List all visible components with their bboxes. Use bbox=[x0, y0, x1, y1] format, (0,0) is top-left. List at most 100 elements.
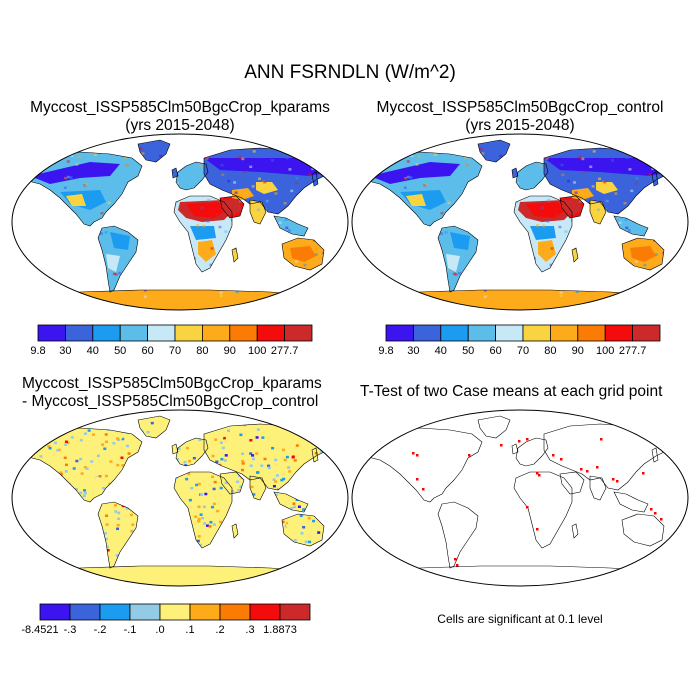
colorbar-tick-label: .2 bbox=[215, 624, 224, 636]
colorbar-box bbox=[284, 324, 313, 342]
colorbar-tick-label: .1 bbox=[185, 624, 194, 636]
field-patch bbox=[30, 162, 120, 184]
colorbar-tick-label: 277.7 bbox=[271, 345, 299, 357]
land-field bbox=[12, 415, 348, 586]
field-patch bbox=[450, 232, 470, 250]
colorbar-tick-label: -8.4521 bbox=[21, 624, 58, 636]
coastline bbox=[281, 237, 325, 271]
colorbar-box bbox=[39, 603, 71, 621]
coastline bbox=[175, 437, 209, 467]
significant-cell bbox=[600, 438, 603, 441]
significant-cell bbox=[612, 478, 615, 481]
colorbar-control: 9.8 30 40 50 60 70 80 90 100 277.7 bbox=[378, 324, 661, 357]
significant-cell bbox=[676, 446, 679, 449]
colorbar-box bbox=[147, 324, 176, 342]
land-asia bbox=[204, 424, 332, 490]
significant-cell bbox=[526, 506, 529, 509]
coastline bbox=[515, 437, 549, 467]
coastline bbox=[281, 513, 325, 547]
significant-cell bbox=[526, 438, 529, 441]
land-australia bbox=[282, 514, 324, 546]
land-nz bbox=[666, 266, 672, 278]
coastline bbox=[511, 443, 519, 455]
coastline bbox=[651, 447, 659, 463]
colorbar-tick-label: 9.8 bbox=[378, 345, 393, 357]
coastline bbox=[97, 225, 139, 293]
colorbar-box bbox=[229, 324, 258, 342]
colorbar-tick-label: 90 bbox=[224, 345, 236, 357]
colorbar-tick-label: 40 bbox=[87, 345, 99, 357]
land-india bbox=[250, 200, 266, 224]
coastline bbox=[559, 195, 585, 219]
significant-cell bbox=[422, 488, 425, 491]
coastline bbox=[511, 167, 519, 179]
colorbar-tick-label: 70 bbox=[169, 345, 181, 357]
field-noise bbox=[31, 146, 333, 299]
colorbar-box bbox=[279, 603, 311, 621]
significant-cell bbox=[642, 472, 645, 475]
colorbar-kparams: 9.8 30 40 50 60 70 80 90 100 277.7 bbox=[30, 324, 313, 357]
colorbar-tick-label: 50 bbox=[114, 345, 126, 357]
field-patch bbox=[630, 246, 656, 262]
colorbar-box bbox=[99, 603, 131, 621]
coastline bbox=[621, 237, 665, 271]
coastline bbox=[97, 501, 139, 569]
coastline bbox=[352, 289, 688, 310]
colorbar-box bbox=[119, 324, 148, 342]
colorbar-tick-label: -.2 bbox=[94, 624, 107, 636]
colorbar-tick-label: 90 bbox=[572, 345, 584, 357]
coastline bbox=[325, 541, 333, 555]
panel-title-line1: Myccost_ISSP585Clm50BgcCrop_kparams bbox=[22, 375, 322, 392]
field-patch bbox=[572, 188, 594, 200]
colorbar-tick-label: 30 bbox=[59, 345, 71, 357]
map-ttest bbox=[351, 409, 689, 587]
coastline bbox=[273, 215, 309, 237]
colorbar-tick-label: 80 bbox=[196, 345, 208, 357]
coastline bbox=[173, 195, 233, 273]
colorbar-box bbox=[522, 324, 551, 342]
coastline bbox=[27, 427, 143, 503]
map-frame bbox=[351, 133, 689, 311]
map-kparams bbox=[11, 133, 349, 311]
coastline bbox=[231, 523, 239, 539]
map-frame bbox=[351, 409, 689, 587]
colorbar-tick-label: 1.8873 bbox=[263, 624, 297, 636]
colorbar-box bbox=[64, 324, 94, 342]
coastline bbox=[249, 475, 267, 501]
coastline bbox=[437, 225, 479, 293]
colorbar-tick-label: 80 bbox=[544, 345, 556, 357]
colorbar-difference: -8.4521 -.3 -.2 -.1 .0 .1 .2 .3 1.8873 bbox=[21, 603, 311, 636]
panel-title-difference: Myccost_ISSP585Clm50BgcCrop_kparams - My… bbox=[10, 375, 350, 411]
field-patch bbox=[70, 294, 310, 306]
significant-cell bbox=[580, 468, 583, 471]
land-india bbox=[590, 200, 606, 224]
coastline bbox=[613, 215, 649, 237]
coastline bbox=[589, 475, 607, 501]
panel-title-kparams: Myccost_ISSP585Clm50BgcCrop_kparams (yrs… bbox=[10, 99, 350, 135]
coastline bbox=[175, 161, 209, 191]
field-patch bbox=[224, 198, 242, 216]
significant-cell bbox=[670, 448, 673, 451]
coastline bbox=[477, 415, 511, 439]
colorbar-box bbox=[385, 324, 414, 342]
main-title: ANN FSRNDLN (W/m^2) bbox=[244, 62, 456, 83]
colorbar-box bbox=[189, 603, 221, 621]
colorbar-tick-label: .3 bbox=[245, 624, 254, 636]
significant-cell bbox=[616, 480, 619, 483]
colorbar-tick-label: -.1 bbox=[124, 624, 137, 636]
colorbar-box bbox=[495, 324, 524, 342]
land-field bbox=[352, 139, 688, 310]
panel-title-line2: - Myccost_ISSP585Clm50BgcCrop_control bbox=[22, 393, 319, 410]
land-arabia bbox=[220, 472, 244, 494]
significant-cell bbox=[560, 458, 563, 461]
significant-cell bbox=[416, 478, 419, 481]
coastline bbox=[273, 491, 309, 513]
coastline bbox=[219, 195, 245, 219]
colorbar-box bbox=[219, 603, 251, 621]
colorbar-box bbox=[440, 324, 469, 342]
panel-title-line2: (yrs 2015-2048) bbox=[125, 117, 235, 134]
colorbar-tick-label: 70 bbox=[517, 345, 529, 357]
coastline bbox=[27, 151, 143, 227]
coastline bbox=[137, 415, 171, 439]
field-patch bbox=[564, 198, 582, 216]
